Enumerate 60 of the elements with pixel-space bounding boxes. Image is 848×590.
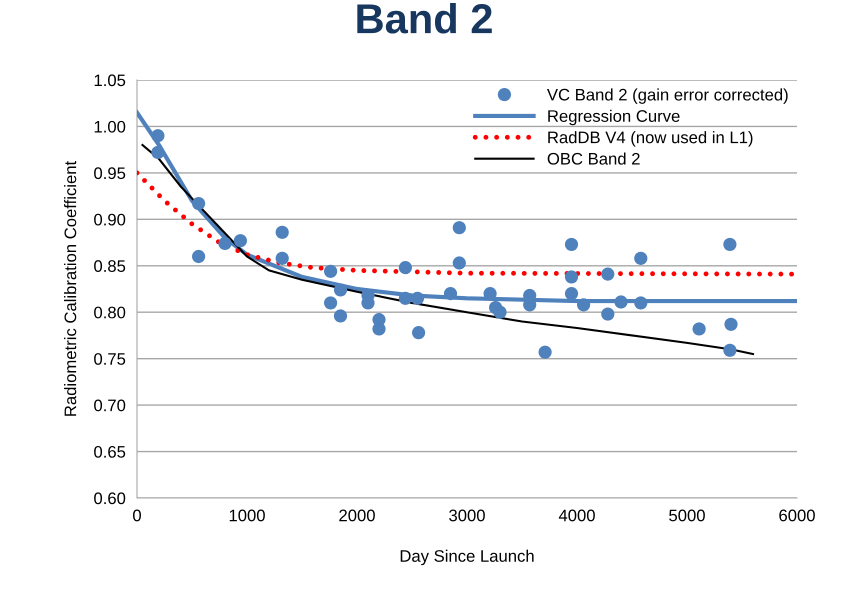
point	[192, 196, 206, 210]
point	[538, 346, 552, 359]
point	[334, 283, 348, 297]
line-series	[137, 170, 797, 277]
point	[723, 344, 736, 357]
point	[614, 295, 628, 309]
point	[601, 268, 614, 281]
point	[601, 307, 614, 321]
y-tick-label: 1.00	[94, 120, 126, 133]
point	[634, 252, 648, 265]
y-tick-label: 0.70	[94, 400, 126, 412]
point	[234, 234, 247, 248]
point	[218, 236, 232, 250]
point	[410, 292, 424, 305]
point	[372, 322, 386, 336]
point	[334, 309, 348, 323]
y-tick-label: 0.90	[94, 214, 126, 226]
point	[724, 318, 738, 331]
chart-title: Band 2	[357, 2, 492, 34]
point	[634, 296, 648, 310]
x-tick-label: 0	[133, 510, 141, 522]
point	[192, 250, 206, 264]
x-tick-label: 1000	[230, 510, 265, 522]
y-tick-label: 0.75	[94, 353, 126, 365]
legend-label: OBC Band 2	[548, 152, 640, 165]
legend-label: VC Band 2 (gain error corrected)	[546, 88, 788, 104]
y-tick-label: 1.05	[94, 74, 126, 86]
point	[564, 287, 578, 300]
point	[398, 261, 412, 274]
point	[723, 238, 736, 252]
y-tick-label: 0.65	[94, 446, 126, 458]
legend-label: Regression Curve	[548, 110, 680, 126]
point	[276, 226, 289, 239]
point	[276, 252, 289, 265]
x-tick-label: 6000	[779, 510, 815, 522]
y-tick-label: 0.80	[94, 306, 126, 318]
point	[452, 221, 466, 234]
point	[577, 298, 590, 312]
point	[452, 256, 466, 270]
y-axis-title: Radiometric Calibration Coefficient	[64, 160, 76, 416]
point	[692, 322, 706, 336]
x-tick-label: 5000	[669, 510, 705, 522]
point	[324, 296, 338, 310]
point	[398, 292, 412, 305]
legend-label: RadDB V4 (now used in L1)	[548, 131, 752, 147]
point	[493, 306, 507, 319]
point	[151, 146, 164, 160]
y-tick-label: 0.95	[94, 167, 126, 180]
y-tick-label: 0.60	[94, 492, 126, 504]
point	[564, 238, 578, 252]
x-tick-label: 2000	[339, 510, 375, 522]
x-tick-label: 3000	[449, 510, 485, 522]
point	[151, 129, 164, 142]
point	[412, 326, 426, 340]
y-tick-label: 0.85	[94, 260, 126, 272]
point	[564, 270, 578, 284]
point	[324, 264, 338, 278]
x-axis-title: Day Since Launch	[400, 550, 534, 566]
point	[444, 287, 458, 300]
x-tick-label: 4000	[558, 510, 595, 522]
